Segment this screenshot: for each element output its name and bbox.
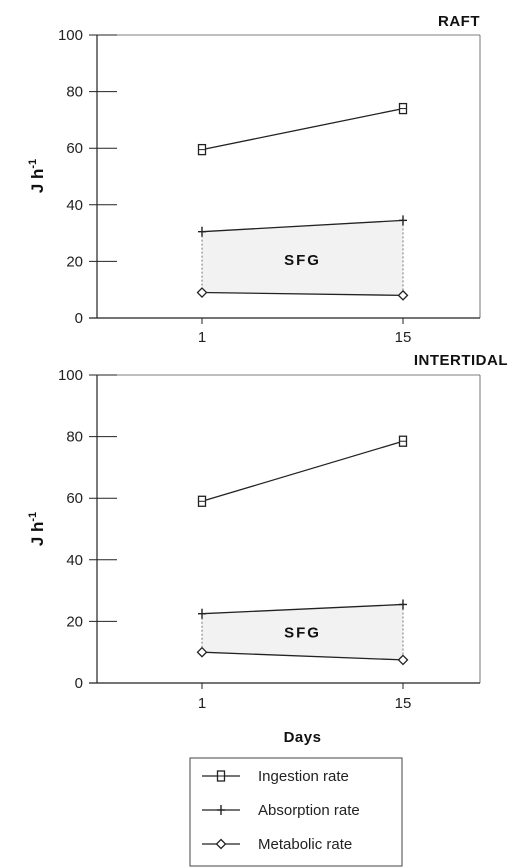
legend: Ingestion rate Absorption rate Metabolic r…	[189, 757, 403, 867]
x-tick-label: 1	[198, 695, 206, 712]
chart-panel-1: 0 20 40 60 80 100 1 15 SFG RAFT J h-1	[27, 13, 481, 346]
y-tick-label: 20	[66, 253, 83, 270]
data-point-absorption-rate	[399, 599, 407, 610]
series-line-absorption-rate	[201, 603, 404, 615]
legend-label: Metabolic rate	[258, 836, 352, 853]
x-tick-label: 15	[395, 695, 412, 712]
x-tick-label: 1	[198, 329, 206, 346]
sfg-label: SFG	[284, 625, 321, 642]
sfg-region	[202, 604, 403, 660]
y-tick-label: 0	[75, 310, 83, 327]
data-point-metabolic-rate	[397, 289, 409, 301]
panel-title: RAFT	[438, 13, 480, 30]
y-tick-label: 80	[66, 429, 83, 446]
series-line-absorption-rate	[201, 219, 404, 233]
data-point-ingestion-rate	[197, 495, 207, 507]
data-point-absorption-rate	[399, 215, 407, 226]
y-tick-label: 0	[75, 675, 83, 692]
legend-label: Ingestion rate	[258, 768, 349, 785]
legend-label: Absorption rate	[258, 802, 360, 819]
data-point-absorption-rate	[198, 608, 206, 619]
data-point-metabolic-rate	[196, 646, 208, 658]
series-line-ingestion-rate	[201, 440, 404, 502]
y-axis-label: J h-1	[27, 159, 47, 193]
y-tick-label: 40	[66, 197, 83, 214]
y-tick-label: 20	[66, 613, 83, 630]
sfg-label: SFG	[284, 252, 321, 269]
y-tick-label: 40	[66, 552, 83, 569]
legend-marker-diamond	[215, 838, 227, 850]
data-point-ingestion-rate	[197, 143, 207, 156]
y-tick-label: 100	[58, 27, 83, 44]
data-point-ingestion-rate	[398, 102, 408, 115]
sfg-region	[202, 220, 403, 296]
legend-marker-plus	[217, 805, 225, 815]
data-point-ingestion-rate	[398, 435, 408, 447]
data-point-absorption-rate	[198, 226, 206, 237]
x-tick-label: 15	[395, 329, 412, 346]
y-tick-label: 100	[58, 367, 83, 384]
series-line-metabolic-rate	[201, 651, 404, 661]
y-tick-label: 60	[66, 490, 83, 507]
x-axis-label: Days	[284, 729, 322, 746]
series-line-ingestion-rate	[201, 107, 404, 151]
data-point-metabolic-rate	[397, 654, 409, 666]
panel-title: INTERTIDAL	[414, 352, 508, 369]
data-point-metabolic-rate	[196, 287, 208, 298]
y-tick-label: 60	[66, 140, 83, 157]
y-axis-label: J h-1	[27, 512, 47, 546]
series-line-metabolic-rate	[201, 291, 404, 297]
legend-marker-square	[216, 770, 226, 782]
y-tick-label: 80	[66, 84, 83, 101]
chart-panel-2: 0 20 40 60 80 100 1 15 SFG INTERTIDAL J h-1 Days	[27, 352, 508, 746]
